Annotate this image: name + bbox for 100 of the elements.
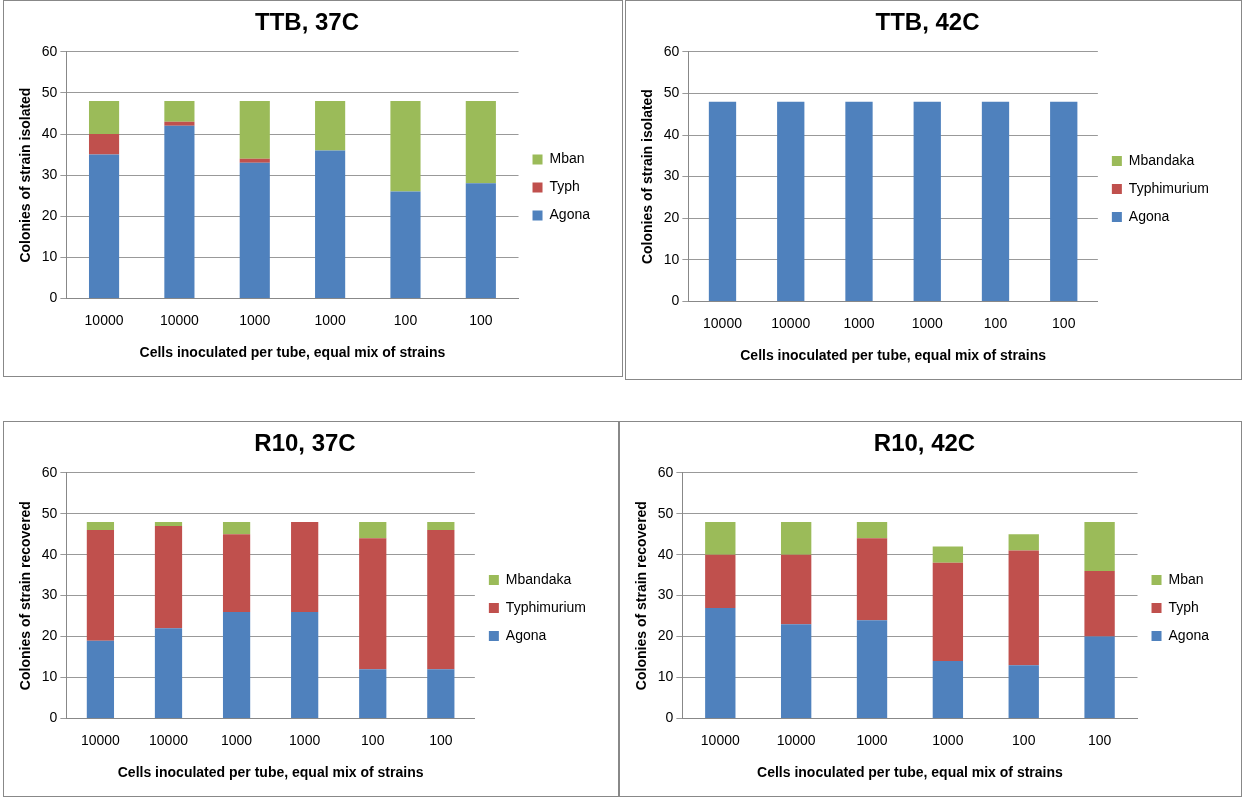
y-tick-label: 50 [41, 83, 58, 100]
y-tick-label: 40 [663, 125, 680, 142]
bar [88, 101, 120, 134]
y-tick-label: 0 [665, 709, 674, 726]
x-tick-label: 100 [361, 731, 385, 748]
bar [88, 154, 120, 298]
bar [465, 101, 496, 184]
bar [86, 530, 115, 641]
y-tick-label: 60 [663, 42, 680, 59]
y-tick-label: 10 [663, 250, 680, 267]
legend-label: Mban [1168, 570, 1204, 587]
bar [705, 521, 736, 555]
y-axis-title: Colonies of strain recovered [17, 501, 34, 691]
bar [222, 521, 251, 535]
y-axis-title: Colonies of strain isolated [17, 87, 34, 263]
legend-label: Mbandaka [505, 570, 572, 587]
bar [856, 521, 888, 539]
y-tick-label: 20 [41, 627, 58, 644]
bar [222, 611, 251, 718]
y-tick-label: 0 [49, 289, 58, 306]
chart-title: TTB, 37C [254, 8, 360, 36]
y-tick-label: 40 [41, 124, 58, 141]
y-tick-label: 30 [41, 165, 58, 182]
bar [239, 162, 270, 298]
y-tick-label: 50 [663, 84, 680, 101]
bar [856, 620, 888, 718]
x-tick-label: 10000 [700, 731, 740, 748]
bar [1008, 550, 1039, 666]
bar [164, 125, 195, 298]
chart-title: R10, 37C [254, 429, 356, 457]
x-tick-label: 100 [1087, 731, 1112, 748]
legend-label: Typh [549, 178, 580, 195]
bar [780, 554, 812, 625]
legend-label: Agona [1168, 626, 1210, 643]
x-tick-label: 100 [469, 311, 493, 328]
y-tick-label: 40 [41, 545, 58, 562]
bar [856, 538, 888, 621]
bar [705, 607, 736, 718]
bar [88, 134, 120, 155]
bar [1008, 665, 1039, 718]
x-tick-label: 100 [1012, 731, 1036, 748]
y-tick-label: 30 [657, 586, 674, 603]
x-tick-label: 10000 [149, 731, 189, 748]
x-tick-label: 100 [393, 311, 418, 328]
x-tick-label: 10000 [80, 731, 121, 748]
y-tick-label: 0 [671, 292, 680, 309]
y-tick-label: 60 [41, 463, 58, 480]
bar [1084, 636, 1115, 718]
bar [222, 534, 251, 612]
x-axis-title: Cells inoculated per tube, equal mix of strains [117, 764, 424, 781]
y-tick-label: 30 [41, 586, 58, 603]
bar [780, 521, 812, 555]
bar [359, 538, 387, 670]
y-tick-label: 50 [41, 504, 58, 521]
bar [427, 521, 455, 531]
bar [154, 521, 183, 527]
x-axis-title: Cells inoculated per tube, equal mix of strains [757, 764, 1064, 781]
bar [780, 624, 812, 718]
bar [705, 554, 736, 608]
y-tick-label: 0 [49, 709, 58, 726]
x-tick-label: 100 [1052, 314, 1076, 331]
bar [164, 101, 195, 122]
legend-label: Typh [1168, 598, 1199, 615]
bar [359, 521, 387, 539]
bar [1084, 571, 1115, 637]
x-tick-label: 1000 [911, 314, 944, 331]
x-tick-label: 100 [983, 314, 1008, 331]
x-tick-label: 10000 [84, 311, 124, 328]
x-tick-label: 1000 [856, 731, 888, 748]
bar [86, 640, 115, 718]
y-tick-label: 60 [657, 463, 674, 480]
legend-label: Mbandaka [1128, 151, 1195, 168]
x-tick-label: 1000 [843, 314, 875, 331]
bar [932, 562, 964, 662]
x-axis-title: Cells inoculated per tube, equal mix of strains [139, 344, 446, 361]
legend-label: Typhimurium [1128, 179, 1210, 196]
y-tick-label: 10 [41, 668, 58, 685]
bar [164, 121, 195, 126]
bar [1084, 521, 1115, 572]
x-tick-label: 1000 [289, 731, 321, 748]
bar [315, 150, 346, 298]
bar [932, 661, 964, 718]
bar [154, 628, 183, 718]
x-tick-label: 1000 [932, 731, 964, 748]
y-tick-label: 10 [657, 668, 674, 685]
y-tick-label: 20 [657, 627, 674, 644]
y-tick-label: 60 [41, 42, 58, 59]
x-tick-label: 10000 [703, 314, 743, 331]
y-axis-title: Colonies of strain recovered [633, 501, 650, 691]
x-tick-label: 10000 [776, 731, 816, 748]
bar [359, 669, 387, 718]
bar [932, 546, 964, 563]
y-axis-title: Colonies of strain isolated [639, 89, 656, 265]
x-tick-label: 1000 [314, 311, 346, 328]
legend-label: Mban [549, 150, 585, 167]
bar [390, 101, 421, 192]
legend-label: Agona [1128, 207, 1170, 224]
chart-title: R10, 42C [873, 429, 976, 457]
bar [239, 101, 270, 159]
legend-label: Agona [549, 206, 591, 223]
